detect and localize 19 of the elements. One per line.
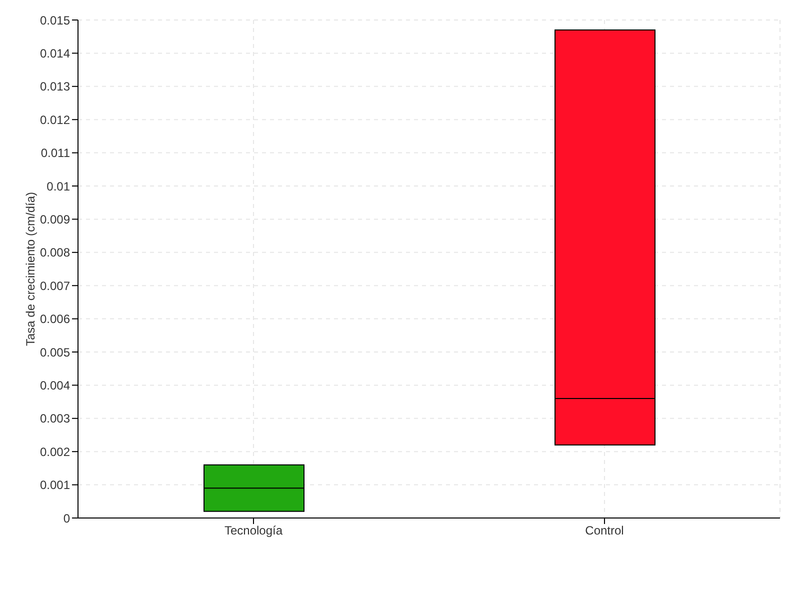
x-tick-label: Tecnología [224,524,283,538]
y-tick-label: 0.003 [40,412,70,426]
y-tick-label: 0.01 [46,179,70,194]
y-tick-label: 0.006 [40,312,70,326]
y-tick-label: 0 [63,511,70,526]
y-tick-label: 0.013 [40,80,70,94]
x-tick-label: Control [585,524,624,538]
y-tick-label: 0.014 [40,46,70,60]
y-tick-label: 0.002 [40,444,70,459]
y-tick-label: 0.011 [40,146,70,160]
y-tick-label: 0.012 [40,112,70,127]
y-tick-label: 0.015 [40,13,70,28]
y-tick-label: 0.007 [40,278,70,293]
y-tick-label: 0.009 [40,212,70,226]
y-axis-title: Tasa de crecimiento (cm/día) [23,192,38,346]
y-tick-label: 0.008 [40,246,70,260]
y-tick-label: 0.005 [40,345,70,360]
y-tick-label: 0.001 [40,478,70,492]
y-tick-label: 0.004 [40,378,70,392]
